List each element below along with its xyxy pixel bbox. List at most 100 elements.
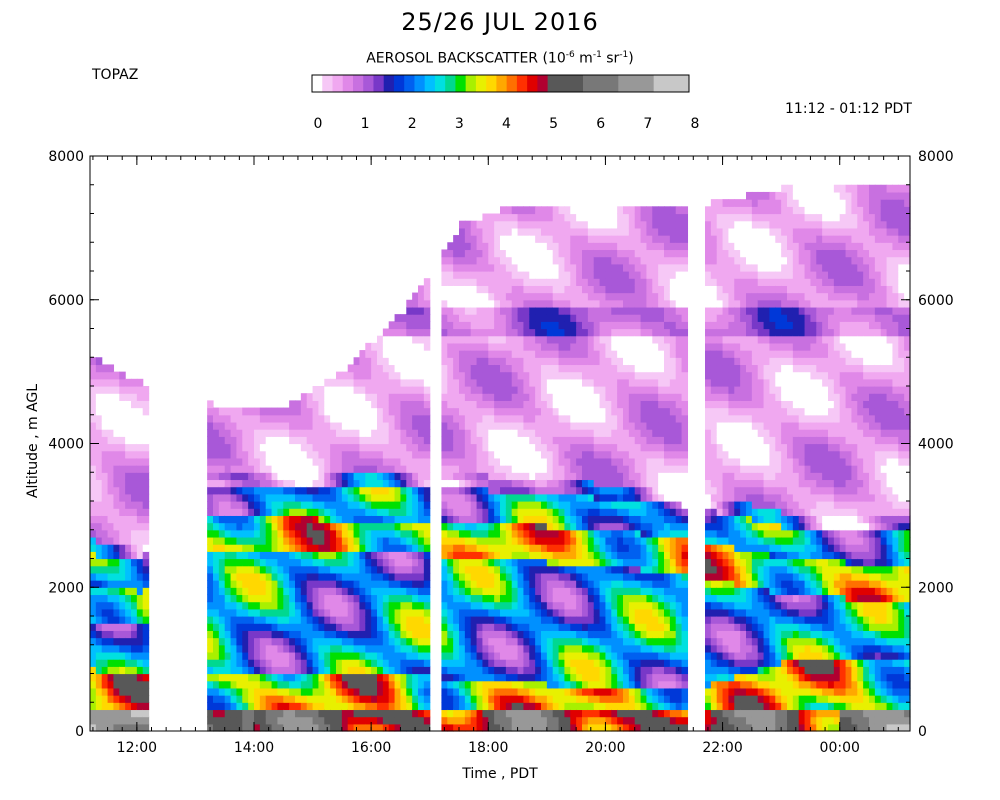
backscatter-cell	[125, 659, 132, 667]
backscatter-cell	[394, 508, 402, 516]
backscatter-cell	[535, 659, 542, 667]
backscatter-cell	[295, 702, 302, 711]
backscatter-cell	[570, 227, 577, 236]
backscatter-cell	[101, 364, 109, 373]
backscatter-cell	[482, 529, 489, 538]
backscatter-cell	[587, 256, 595, 265]
backscatter-cell	[511, 242, 519, 251]
backscatter-cell	[101, 508, 109, 516]
backscatter-cell	[371, 378, 378, 387]
backscatter-cell	[605, 227, 612, 236]
backscatter-cell	[476, 551, 484, 560]
backscatter-cell	[423, 486, 431, 495]
backscatter-cell	[500, 242, 507, 251]
backscatter-cell	[336, 644, 343, 653]
backscatter-cell	[418, 350, 425, 358]
backscatter-cell	[470, 271, 478, 279]
backscatter-cell	[459, 716, 466, 725]
backscatter-cell	[371, 508, 378, 516]
backscatter-cell	[511, 314, 519, 322]
backscatter-cell	[517, 479, 525, 488]
backscatter-cell	[441, 666, 448, 675]
backscatter-cell	[593, 256, 601, 265]
backscatter-cell	[107, 587, 115, 596]
backscatter-cell	[646, 709, 653, 718]
backscatter-cell	[505, 378, 513, 387]
backscatter-cell	[587, 407, 595, 416]
backscatter-cell	[482, 386, 489, 394]
backscatter-cell	[365, 479, 372, 488]
backscatter-cell	[312, 508, 320, 516]
backscatter-cell	[324, 673, 331, 682]
backscatter-cell	[353, 457, 361, 466]
backscatter-cell	[330, 702, 337, 711]
backscatter-cell	[254, 673, 261, 682]
backscatter-cell	[412, 335, 419, 344]
backscatter-cell	[131, 486, 138, 495]
backscatter-cell	[406, 400, 413, 409]
backscatter-cell	[242, 479, 249, 488]
backscatter-cell	[365, 522, 372, 531]
backscatter-cell	[511, 450, 519, 459]
backscatter-cell	[254, 594, 261, 603]
backscatter-cell	[482, 687, 489, 696]
backscatter-cell	[564, 702, 571, 711]
backscatter-cell	[353, 357, 361, 366]
backscatter-cell	[476, 436, 484, 445]
backscatter-cell	[535, 536, 542, 545]
backscatter-cell	[283, 414, 290, 423]
backscatter-cell	[552, 443, 560, 452]
backscatter-cell	[546, 364, 554, 373]
backscatter-cell	[236, 709, 243, 718]
backscatter-cell	[218, 486, 226, 495]
backscatter-cell	[283, 673, 290, 682]
backscatter-cell	[459, 680, 466, 689]
backscatter-cell	[640, 493, 648, 502]
backscatter-cell	[476, 450, 484, 459]
backscatter-cell	[546, 529, 554, 538]
backscatter-cell	[213, 551, 220, 560]
backscatter-cell	[605, 493, 612, 502]
backscatter-cell	[593, 378, 601, 387]
backscatter-cell	[617, 242, 624, 251]
backscatter-cell	[400, 457, 407, 466]
backscatter-cell	[576, 472, 583, 481]
backscatter-cell	[640, 278, 648, 286]
backscatter-cell	[207, 544, 214, 552]
backscatter-cell	[570, 306, 577, 315]
backscatter-cell	[576, 256, 583, 265]
backscatter-cell	[365, 695, 372, 703]
backscatter-cell	[359, 666, 366, 675]
backscatter-cell	[529, 479, 536, 488]
backscatter-cell	[441, 421, 448, 430]
backscatter-cell	[265, 644, 273, 653]
backscatter-cell	[582, 486, 589, 495]
backscatter-cell	[353, 465, 361, 473]
backscatter-cell	[611, 335, 618, 344]
backscatter-cell	[488, 709, 495, 718]
backscatter-cell	[318, 608, 325, 617]
backscatter-cell	[464, 630, 472, 639]
backscatter-cell	[582, 321, 589, 330]
backscatter-cell	[423, 723, 431, 732]
backscatter-cell	[400, 501, 407, 509]
backscatter-cell	[142, 565, 150, 574]
backscatter-cell	[494, 680, 501, 689]
backscatter-cell	[558, 299, 566, 308]
backscatter-cell	[107, 457, 115, 466]
backscatter-cell	[230, 651, 238, 660]
backscatter-cell	[447, 673, 454, 682]
backscatter-cell	[400, 515, 407, 524]
backscatter-cell	[306, 616, 314, 624]
backscatter-cell	[131, 436, 138, 445]
backscatter-cell	[218, 544, 226, 552]
backscatter-cell	[125, 616, 132, 624]
backscatter-cell	[207, 436, 214, 445]
backscatter-cell	[283, 493, 290, 502]
backscatter-cell	[265, 680, 273, 689]
backscatter-cell	[517, 630, 525, 639]
backscatter-cell	[107, 486, 115, 495]
backscatter-cell	[242, 536, 249, 545]
backscatter-cell	[242, 558, 249, 567]
backscatter-cell	[564, 529, 571, 538]
